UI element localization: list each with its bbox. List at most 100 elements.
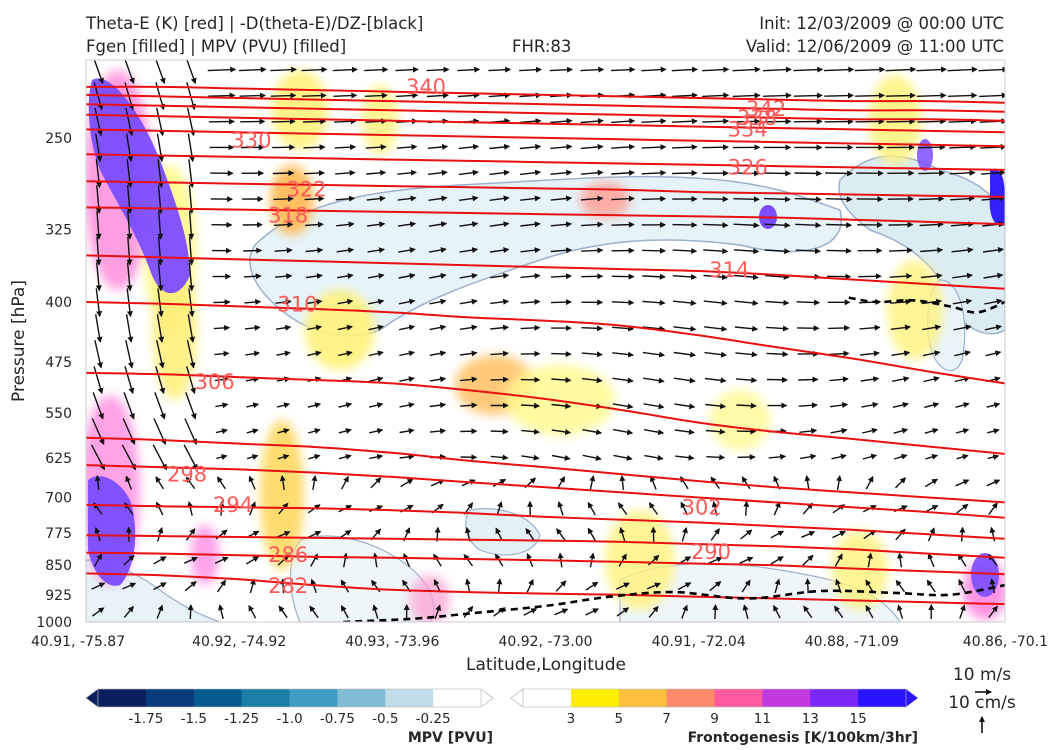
wind-vector xyxy=(426,92,449,99)
wind-vector xyxy=(459,272,478,279)
contour-label-314: 314 xyxy=(709,258,749,282)
wind-vector xyxy=(372,552,379,568)
wind-vector xyxy=(95,210,102,240)
wind-vector xyxy=(924,402,940,409)
wind-vector xyxy=(861,401,879,408)
contour-label-286: 286 xyxy=(268,543,308,567)
wind-vector xyxy=(828,324,851,331)
wind-vector xyxy=(302,118,327,125)
wind-vector xyxy=(123,392,135,420)
fgen-colorbar-tick-label: 5 xyxy=(615,711,624,727)
wind-vector xyxy=(395,66,419,73)
wind-vector xyxy=(770,556,784,565)
wind-vector xyxy=(762,66,792,73)
wind-vector xyxy=(277,402,291,409)
wind-vector xyxy=(186,340,196,369)
wind-vector xyxy=(217,476,226,490)
wind-vector xyxy=(121,444,137,471)
wind-vector xyxy=(922,350,941,357)
wind-vector xyxy=(774,578,781,594)
mpv-colorbar-tick-label: -0.75 xyxy=(320,711,355,727)
wind-vector xyxy=(860,376,880,383)
plot-frame xyxy=(85,59,1006,623)
vector-key: 10 m/s 10 cm/s xyxy=(948,665,1016,733)
wind-vector xyxy=(951,247,974,254)
wind-vector xyxy=(587,501,596,516)
wind-vector xyxy=(429,350,447,357)
wind-vector xyxy=(802,554,814,566)
wind-vector xyxy=(732,66,761,73)
wind-vector xyxy=(672,247,698,254)
wind-vector xyxy=(581,273,604,280)
wind-vector xyxy=(458,143,480,150)
wind-vector xyxy=(337,324,353,331)
wind-vector xyxy=(959,604,966,619)
wind-vector xyxy=(709,581,722,592)
wind-vector xyxy=(495,527,503,542)
wind-vector xyxy=(270,66,297,73)
wind-vector xyxy=(829,376,849,383)
wind-vector xyxy=(336,247,355,254)
mpv-colorbar-swatch xyxy=(193,689,243,707)
wind-vector xyxy=(400,478,414,488)
wind-vector xyxy=(735,351,758,358)
wind-vector xyxy=(215,402,229,409)
wind-vector xyxy=(277,454,290,460)
wind-vector xyxy=(794,196,822,203)
wind-vector xyxy=(519,66,542,73)
wind-vector xyxy=(612,377,634,384)
wind-vector xyxy=(897,552,904,568)
wind-vector xyxy=(94,340,103,369)
wind-vector xyxy=(302,92,327,99)
x-tick-label: 40.88, -71.09 xyxy=(805,634,899,650)
wind-vector xyxy=(736,402,757,409)
wind-vector xyxy=(185,392,197,420)
wind-vector xyxy=(924,478,939,488)
wind-vector xyxy=(551,377,572,384)
wind-vector xyxy=(490,350,509,357)
contour-label-340: 340 xyxy=(406,75,446,99)
wind-vector xyxy=(308,428,321,434)
wind-vector xyxy=(611,143,636,150)
wind-vector xyxy=(183,556,198,564)
wind-vector xyxy=(155,60,166,85)
wind-vector xyxy=(556,528,566,541)
wind-vector xyxy=(277,428,290,434)
wind-vector xyxy=(892,402,909,408)
wind-vector xyxy=(276,531,291,538)
wind-vector xyxy=(429,324,447,331)
wind-vector xyxy=(924,504,939,513)
wind-vector xyxy=(157,526,164,542)
contour-label-338: 338 xyxy=(737,106,777,130)
wind-vector xyxy=(342,552,349,568)
wind-vector xyxy=(587,527,596,541)
wind-vector xyxy=(918,170,946,177)
wind-vector xyxy=(336,273,354,279)
wind-vector xyxy=(858,273,882,280)
wind-vector xyxy=(183,444,198,471)
wind-vector xyxy=(644,454,664,461)
wind-vector xyxy=(836,475,842,491)
wind-vector xyxy=(894,477,907,489)
wind-vector xyxy=(490,454,509,461)
fgen-colorbar-swatch xyxy=(523,689,572,707)
wind-vector xyxy=(890,298,912,305)
wind-vector xyxy=(125,314,134,343)
wind-vector xyxy=(275,273,293,280)
wind-vector xyxy=(270,92,297,99)
contour-label-334: 334 xyxy=(728,117,768,141)
contour-label-282: 282 xyxy=(268,574,308,598)
wind-vector xyxy=(581,247,604,254)
wind-vector xyxy=(982,246,1004,253)
y-axis-label: Pressure [hPa] xyxy=(9,280,29,402)
wind-vector xyxy=(243,247,263,254)
wind-vector xyxy=(368,324,384,331)
wind-vector xyxy=(618,553,627,567)
wind-vector xyxy=(334,118,357,125)
wind-vector xyxy=(885,92,916,99)
wind-vector xyxy=(184,418,198,446)
wind-vector xyxy=(673,377,696,384)
wind-vector xyxy=(582,429,603,436)
y-tick-label: 775 xyxy=(45,526,72,542)
